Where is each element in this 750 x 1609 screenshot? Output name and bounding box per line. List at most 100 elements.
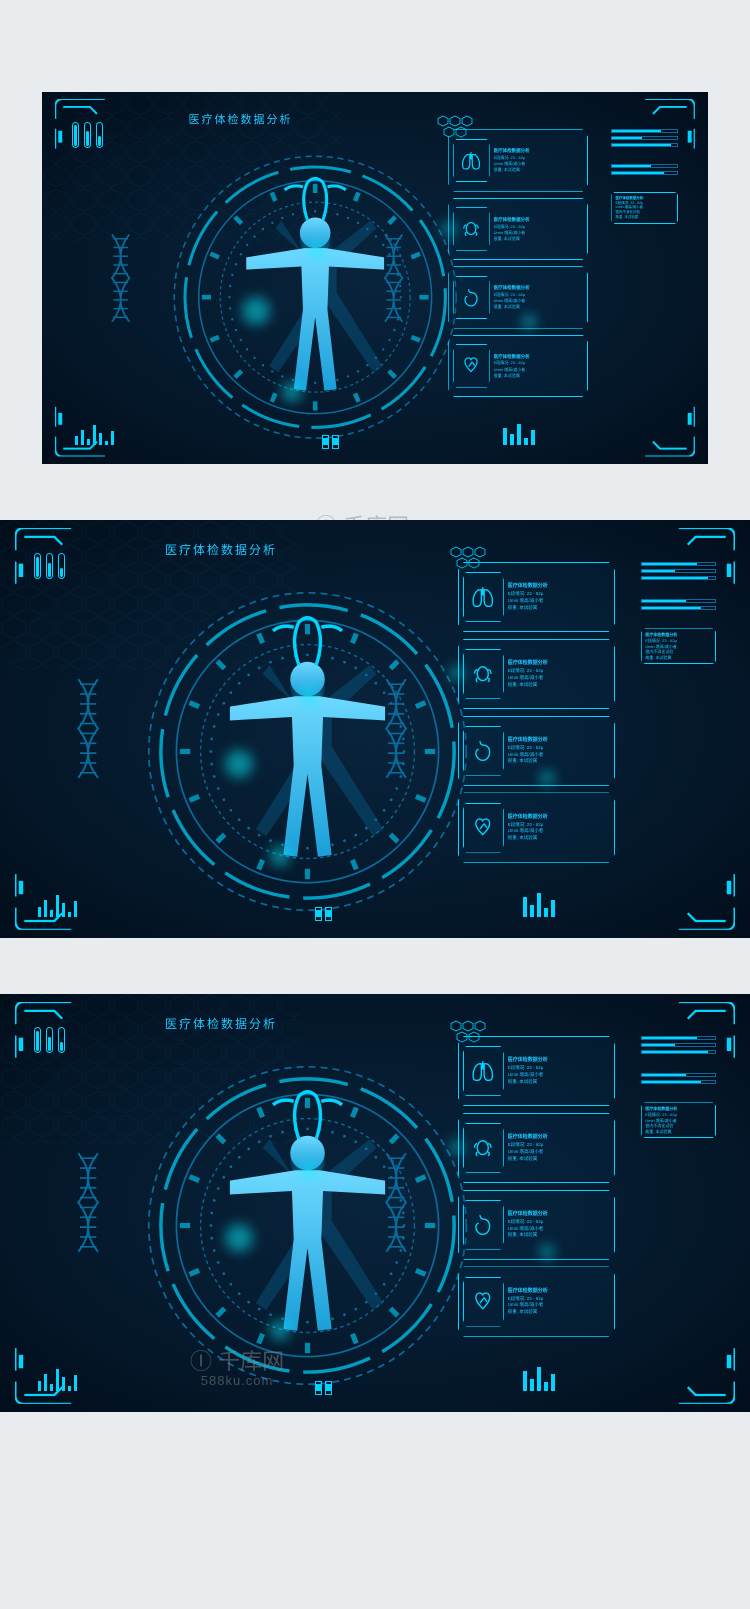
card-line: 很重, 本试验属: [508, 682, 610, 688]
metric-bars-2: [611, 164, 678, 175]
organ-card-stomach[interactable]: 医疗体检数据分析 E段情况: 23 - 62μ Umin 增高/减小者 很重, …: [458, 1190, 616, 1260]
card-line: 很重, 本试验属: [508, 1309, 610, 1315]
side-metrics: 医疗体检数据分析 E段情况: 23 - 62μ Umin 增高/减小者 很内不消…: [641, 562, 716, 876]
indicator-squares: [322, 435, 339, 449]
card-title: 医疗体检数据分析: [508, 1288, 610, 1295]
organ-card-brain[interactable]: 医疗体检数据分析 E段情况: 23 - 62μ Umin 增高/减小者 很重, …: [448, 198, 588, 261]
info-panel: 医疗体检数据分析 E段情况: 23 - 62μ Umin 增高/减小者 很内不消…: [611, 192, 678, 224]
metric-bar: [641, 1080, 716, 1084]
gauge-pills: [72, 122, 103, 148]
card-line: E段情况: 23 - 62μ: [508, 1065, 610, 1071]
card-line: 很重, 本试验属: [508, 758, 610, 764]
organ-card-brain[interactable]: 医疗体检数据分析 E段情况: 23 - 62μ Umin 增高/减小者 很重, …: [458, 1113, 616, 1183]
organ-card-heart[interactable]: 医疗体检数据分析 E段情况: 23 - 62μ Umin 增高/减小者 很重, …: [448, 335, 588, 398]
card-line: 很重, 本试验属: [508, 835, 610, 841]
stomach-icon: [463, 726, 504, 776]
card-line: 很重, 本试验属: [508, 1232, 610, 1238]
indicator-squares: [315, 907, 332, 921]
brain-icon: [453, 207, 489, 251]
card-line: Umin 增高/减小者: [508, 1149, 610, 1155]
card-line: Umin 增高/减小者: [494, 367, 584, 372]
watermark-logo: Ⓘ 千库网: [190, 1350, 284, 1374]
card-title: 医疗体检数据分析: [508, 737, 610, 744]
body-scan-display: [162, 144, 468, 455]
card-line: E段情况: 23 - 62μ: [494, 224, 584, 229]
card-line: E段情况: 23 - 62μ: [508, 1142, 610, 1148]
card-line: Umin 增高/减小者: [508, 1226, 610, 1232]
card-title: 医疗体检数据分析: [508, 583, 610, 590]
metric-bar: [611, 164, 678, 168]
metric-bars-1: [641, 562, 716, 580]
card-line: 很重, 本试验属: [494, 167, 584, 172]
gauge-pill: [84, 122, 91, 148]
metric-bar: [641, 1043, 716, 1047]
indicator-squares: [315, 1381, 332, 1395]
brain-icon: [463, 1123, 504, 1173]
metric-bar: [611, 129, 678, 133]
card-line: Umin 增高/减小者: [508, 1302, 610, 1308]
card-line: E段情况: 23 - 62μ: [494, 292, 584, 297]
indicator-square: [315, 1381, 322, 1395]
metric-bars-2: [641, 1073, 716, 1084]
equalizer-bars: [503, 423, 535, 445]
card-line: 很重, 本试验属: [508, 605, 610, 611]
organ-card-brain[interactable]: 医疗体检数据分析 E段情况: 23 - 62μ Umin 增高/减小者 很重, …: [458, 639, 616, 709]
heart-icon: [463, 803, 504, 853]
card-line: Umin 增高/减小者: [494, 298, 584, 303]
gauge-pills: [34, 1027, 65, 1053]
watermark: Ⓘ 千库网 588ku.com: [190, 1350, 284, 1388]
gauge-pill: [46, 553, 53, 579]
organ-card-lungs[interactable]: 医疗体检数据分析 E段情况: 23 - 62μ Umin 增高/减小者 很重, …: [448, 129, 588, 192]
organ-card-stomach[interactable]: 医疗体检数据分析 E段情况: 23 - 62μ Umin 增高/减小者 很重, …: [458, 716, 616, 786]
card-line: E段情况: 23 - 62μ: [508, 1296, 610, 1302]
card-title: 医疗体检数据分析: [494, 354, 584, 360]
card-line: 很重, 本试验属: [508, 1079, 610, 1085]
equalizer-bars: [38, 892, 77, 917]
metric-bar: [611, 143, 678, 147]
info-panel: 医疗体检数据分析 E段情况: 23 - 62μ Umin 增高/减小者 很内不消…: [641, 628, 716, 664]
organ-card-heart[interactable]: 医疗体检数据分析 E段情况: 23 - 62μ Umin 增高/减小者 很重, …: [458, 792, 616, 862]
info-panel: 医疗体检数据分析 E段情况: 23 - 62μ Umin 增高/减小者 很内不消…: [641, 1102, 716, 1138]
card-title: 医疗体检数据分析: [508, 1134, 610, 1141]
body-scan-display: [135, 1053, 480, 1403]
side-metrics: 医疗体检数据分析 E段情况: 23 - 62μ Umin 增高/减小者 很内不消…: [611, 129, 678, 408]
dashboard-title: 医疗体检数据分析: [165, 541, 277, 558]
card-title: 医疗体检数据分析: [494, 285, 584, 291]
metric-bar: [641, 1050, 716, 1054]
card-line: 很重, 本试验属: [494, 304, 584, 309]
card-line: Umin 增高/减小者: [508, 675, 610, 681]
card-line: E段情况: 23 - 62μ: [508, 1219, 610, 1225]
metric-bars-1: [641, 1036, 716, 1054]
card-line: Umin 增高/减小者: [508, 598, 610, 604]
medical-dashboard: 医疗体检数据分析 医疗体检数据分析 E段情况: 23 - 62μ Umin 增高…: [42, 92, 708, 464]
card-title: 医疗体检数据分析: [494, 217, 584, 223]
gauge-pill: [58, 1027, 65, 1053]
organ-card-stomach[interactable]: 医疗体检数据分析 E段情况: 23 - 62μ Umin 增高/减小者 很重, …: [448, 266, 588, 329]
medical-dashboard: 医疗体检数据分析 医疗体检数据分析 E段情况: 23 - 62μ Umin 增高…: [0, 520, 750, 938]
gauge-pill: [34, 1027, 41, 1053]
card-line: Umin 增高/减小者: [494, 230, 584, 235]
body-scan-display: [135, 579, 480, 929]
metric-bar: [641, 606, 716, 610]
dashboard-title: 医疗体检数据分析: [189, 111, 293, 127]
organ-card-heart[interactable]: 医疗体检数据分析 E段情况: 23 - 62μ Umin 增高/减小者 很重, …: [458, 1266, 616, 1336]
card-line: 很重, 本试验属: [494, 373, 584, 378]
equalizer-bars: [75, 423, 114, 445]
indicator-square: [315, 907, 322, 921]
heart-icon: [463, 1277, 504, 1327]
organ-card-lungs[interactable]: 医疗体检数据分析 E段情况: 23 - 62μ Umin 增高/减小者 很重, …: [458, 562, 616, 632]
card-line: 很重, 本试验属: [508, 1156, 610, 1162]
gauge-pill: [58, 553, 65, 579]
dashboard-title: 医疗体检数据分析: [165, 1015, 277, 1032]
metric-bars-1: [611, 129, 678, 147]
lungs-icon: [463, 1046, 504, 1096]
organ-card-lungs[interactable]: 医疗体检数据分析 E段情况: 23 - 62μ Umin 增高/减小者 很重, …: [458, 1036, 616, 1106]
lungs-icon: [453, 139, 489, 183]
dna-helix-icon: [75, 670, 101, 787]
metric-bar: [641, 562, 716, 566]
brain-icon: [463, 649, 504, 699]
card-line: E段情况: 23 - 62μ: [494, 155, 584, 160]
card-line: Umin 增高/减小者: [508, 752, 610, 758]
indicator-square: [332, 435, 339, 449]
card-title: 医疗体检数据分析: [508, 814, 610, 821]
